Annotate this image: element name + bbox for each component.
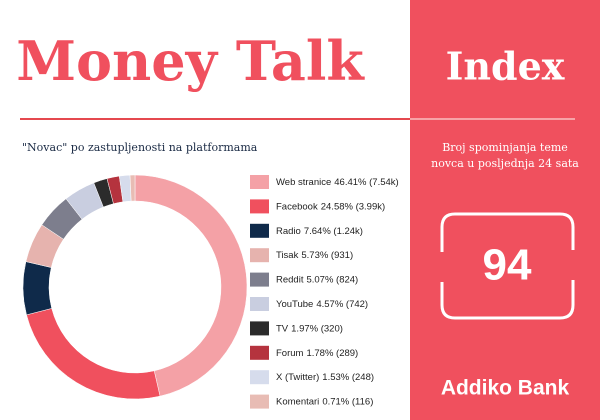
legend-label: Web stranice 46.41% (7.54k): [276, 177, 399, 188]
legend-swatch: [250, 370, 269, 385]
legend-swatch: [250, 175, 269, 189]
legend-category: Radio: [276, 225, 301, 236]
legend-label: Facebook 24.58% (3.99k): [276, 201, 385, 212]
legend-category: Komentari: [276, 396, 319, 407]
legend-value: 24.58% (3.99k): [321, 201, 385, 212]
brand: Addiko Bank: [441, 377, 570, 400]
legend-swatch: [250, 199, 269, 214]
legend-value: 4.57% (742): [316, 299, 368, 310]
legend-label: Reddit 5.07% (824): [276, 274, 358, 285]
legend-category: Tisak: [276, 250, 299, 261]
donut-slice: [134, 174, 248, 397]
legend-label: Radio 7.64% (1.24k): [276, 225, 363, 236]
legend-value: 7.64% (1.24k): [304, 225, 363, 236]
legend-category: Facebook: [276, 201, 318, 212]
legend-swatch: [250, 272, 269, 287]
index-frame: [440, 212, 575, 320]
legend-label: Komentari 0.71% (116): [276, 396, 373, 407]
legend-value: 1.53% (248): [322, 372, 374, 383]
legend-category: X (Twitter): [276, 372, 319, 383]
panel-description-box: Broj spominjanja teme novca u posljednja…: [431, 141, 579, 170]
main-title: Money Talk: [16, 29, 365, 93]
index-value: 94: [483, 241, 532, 290]
chart-subtitle: "Novac" po zastupljenosti na platformama: [22, 141, 258, 154]
legend-swatch: [250, 345, 269, 360]
legend-value: 46.41% (7.54k): [334, 177, 398, 188]
index-panel: [410, 0, 600, 420]
legend-label: Forum 1.78% (289): [276, 347, 358, 358]
legend-label: TV 1.97% (320): [276, 323, 343, 334]
donut-chart: Web stranice 46.41% (7.54k) Facebook 24.58%…: [22, 174, 399, 409]
legend-category: TV: [276, 323, 289, 334]
legend-label: X (Twitter) 1.53% (248): [276, 372, 374, 383]
legend-category: Reddit: [276, 274, 304, 285]
legend-swatch: [250, 321, 269, 336]
panel-title: Index: [446, 44, 565, 89]
donut-slice: [129, 174, 136, 202]
legend-value: 1.78% (289): [306, 347, 358, 358]
legend-value: 0.71% (116): [322, 396, 373, 407]
legend-value: 5.73% (931): [301, 250, 353, 261]
legend-category: Forum: [276, 347, 304, 358]
legend-swatch: [250, 248, 269, 263]
legend-value: 5.07% (824): [306, 274, 358, 285]
legend-category: YouTube: [276, 299, 313, 310]
legend-swatch: [250, 394, 269, 409]
legend-swatch: [250, 297, 269, 311]
legend-category: Web stranice: [276, 177, 331, 188]
donut-slice: [22, 261, 53, 316]
legend-label: YouTube 4.57% (742): [276, 299, 368, 310]
legend-swatch: [250, 223, 269, 238]
panel-description: Broj spominjanja teme novca u posljednja…: [431, 141, 579, 170]
donut-slice: [26, 308, 161, 400]
legend-value: 1.97% (320): [291, 323, 343, 334]
legend-label: Tisak 5.73% (931): [276, 250, 353, 261]
